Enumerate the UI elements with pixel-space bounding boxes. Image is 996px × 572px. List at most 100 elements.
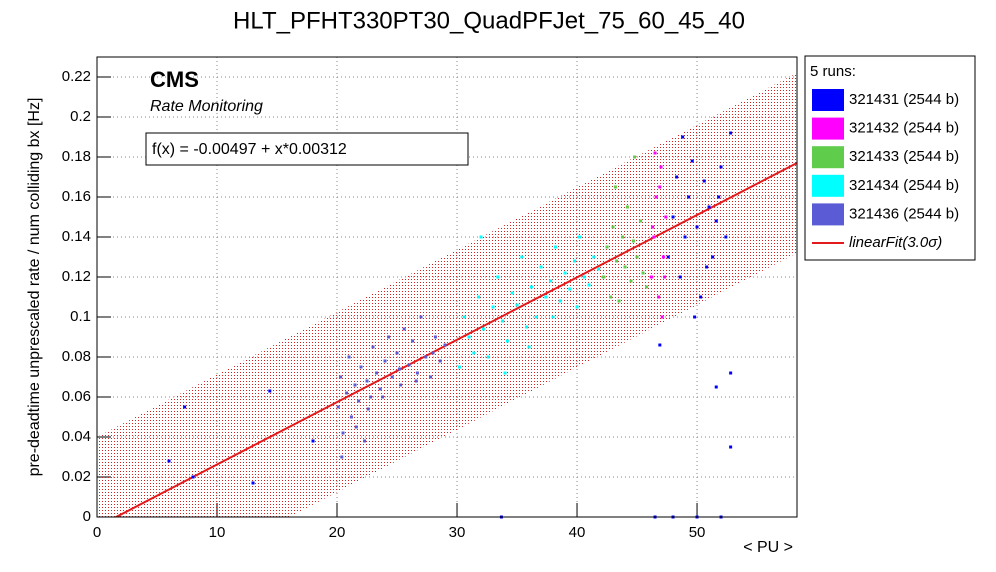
- y-tick-label: 0.2: [70, 108, 91, 125]
- data-point: [563, 271, 567, 275]
- data-point: [629, 279, 633, 283]
- data-point: [515, 303, 519, 307]
- data-point: [496, 275, 500, 279]
- data-point: [477, 295, 481, 299]
- data-point: [544, 295, 548, 299]
- x-tick-label: 10: [209, 524, 226, 541]
- subtitle: Rate Monitoring: [150, 98, 263, 115]
- x-tick-label: 20: [329, 524, 346, 541]
- data-point: [467, 335, 471, 339]
- legend-label: 321433 (2544 b): [849, 148, 959, 165]
- data-point: [568, 287, 572, 291]
- data-point: [390, 375, 394, 379]
- data-point: [661, 255, 665, 259]
- data-point: [527, 345, 531, 349]
- data-point: [369, 395, 373, 399]
- data-point: [658, 343, 662, 347]
- data-point: [397, 367, 401, 371]
- data-point: [411, 339, 415, 343]
- data-point: [438, 359, 442, 363]
- legend-swatch: [812, 89, 844, 111]
- data-point: [641, 271, 645, 275]
- data-point: [582, 275, 586, 279]
- data-point: [714, 219, 718, 223]
- data-point: [402, 327, 406, 331]
- data-point: [658, 185, 662, 189]
- data-point: [714, 385, 718, 389]
- data-point: [675, 175, 679, 179]
- data-point: [657, 295, 661, 299]
- data-point: [366, 407, 370, 411]
- data-point: [687, 195, 691, 199]
- data-point: [363, 439, 367, 443]
- data-point: [553, 245, 557, 249]
- data-point: [666, 255, 670, 259]
- data-point: [711, 255, 715, 259]
- legend: 321431 (2544 b) 321432 (2544 b) 321433 (25…: [812, 89, 959, 251]
- data-point: [414, 379, 418, 383]
- y-tick-label: 0.14: [62, 228, 91, 245]
- data-point: [693, 315, 697, 319]
- data-point: [605, 245, 609, 249]
- data-point: [633, 155, 637, 159]
- y-tick-label: 0.04: [62, 428, 91, 445]
- data-point: [353, 383, 357, 387]
- data-point: [577, 235, 581, 239]
- data-point: [729, 131, 733, 135]
- data-point: [549, 279, 553, 283]
- data-point: [617, 299, 621, 303]
- data-point: [503, 371, 507, 375]
- data-point: [191, 475, 195, 479]
- data-point: [558, 299, 562, 303]
- data-point: [251, 481, 255, 485]
- data-point: [597, 267, 601, 271]
- data-point: [472, 351, 476, 355]
- data-point: [660, 315, 664, 319]
- y-tick-label: 0.22: [62, 68, 91, 85]
- y-tick-label: 0.12: [62, 268, 91, 285]
- fit-formula: f(x) = -0.00497 + x*0.00312: [152, 141, 347, 158]
- data-point: [510, 291, 514, 295]
- data-point: [534, 315, 538, 319]
- legend-label: 321432 (2544 b): [849, 120, 959, 137]
- data-point: [415, 371, 419, 375]
- data-point: [587, 283, 591, 287]
- data-point: [601, 275, 605, 279]
- data-point: [717, 195, 721, 199]
- data-point: [621, 235, 625, 239]
- data-point: [705, 265, 709, 269]
- legend-swatch: [812, 174, 844, 197]
- x-tick-label: 0: [93, 524, 101, 541]
- data-point: [345, 391, 349, 395]
- data-point: [659, 165, 663, 169]
- data-point: [663, 275, 667, 279]
- data-point: [349, 415, 353, 419]
- data-point: [429, 375, 433, 379]
- y-tick-label: 0.08: [62, 348, 91, 365]
- data-point: [395, 351, 399, 355]
- data-point: [631, 239, 635, 243]
- data-point: [443, 343, 447, 347]
- data-point: [623, 265, 627, 269]
- data-point: [479, 235, 483, 239]
- x-tick-label: 30: [449, 524, 466, 541]
- data-point: [664, 215, 668, 219]
- data-point: [462, 315, 466, 319]
- y-tick-label: 0.1: [70, 308, 91, 325]
- data-point: [529, 285, 533, 289]
- data-point: [336, 405, 340, 409]
- data-point: [407, 363, 411, 367]
- data-point: [354, 425, 358, 429]
- data-point: [381, 395, 385, 399]
- data-point: [433, 335, 437, 339]
- data-point: [539, 265, 543, 269]
- legend-label: 321434 (2544 b): [849, 177, 959, 194]
- data-point: [575, 305, 579, 309]
- data-point: [375, 371, 379, 375]
- legend-label: 321436 (2544 b): [849, 205, 959, 222]
- data-point: [551, 315, 555, 319]
- data-point: [671, 215, 675, 219]
- data-point: [357, 399, 361, 403]
- fit-band: [97, 72, 797, 517]
